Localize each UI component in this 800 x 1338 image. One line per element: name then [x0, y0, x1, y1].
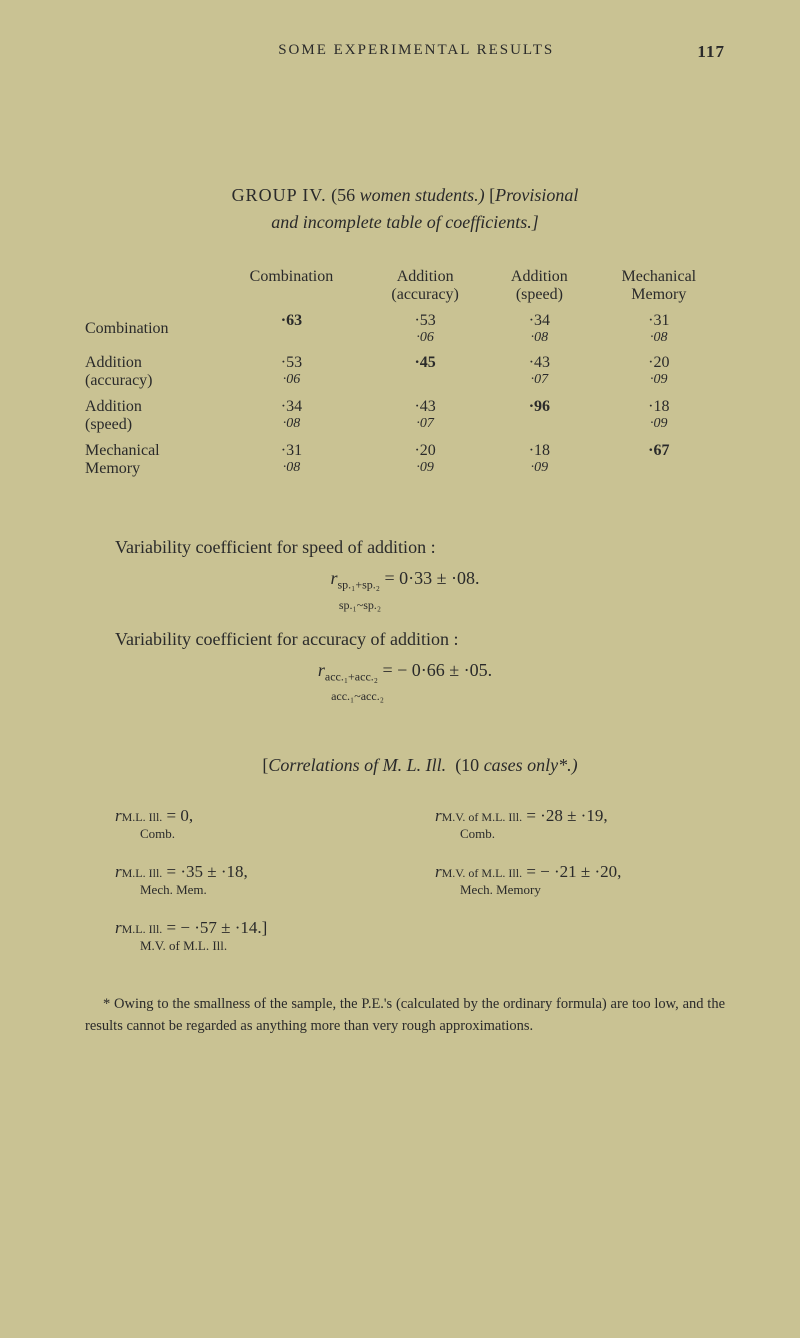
col-header: Addition(accuracy) [364, 264, 486, 308]
variability-speed-label: Variability coefficient for speed of add… [115, 537, 725, 558]
table-cell: ·20·09 [593, 350, 725, 394]
correlation-item: rM.L. Ill. = − ·57 ± ·14.]M.V. of M.L. I… [115, 918, 405, 954]
correlation-item: rM.L. Ill. = 0,Comb. [115, 806, 405, 842]
col-header-blank [85, 264, 219, 308]
running-header: SOME EXPERIMENTAL RESULTS 117 [85, 42, 725, 62]
correlations-grid: rM.L. Ill. = 0,Comb. rM.V. of M.L. Ill. =… [115, 806, 725, 954]
table-cell: ·96 [486, 394, 592, 438]
table-cell: ·43·07 [486, 350, 592, 394]
page-number: 117 [697, 42, 725, 62]
correlation-item: rM.V. of M.L. Ill. = − ·21 ± ·20,Mech. M… [435, 862, 725, 898]
variability-speed-formula: rsp.₁+sp.₂ = 0·33 ± ·08. sp.₁~sp.₂ [85, 568, 725, 614]
correlation-item: rM.L. Ill. = ·35 ± ·18,Mech. Mem. [115, 862, 405, 898]
table-cell: ·31·08 [219, 438, 364, 482]
table-row: Combination·63·53·06·34·08·31·08 [85, 308, 725, 350]
table-cell: ·45 [364, 350, 486, 394]
col-header: Addition(speed) [486, 264, 592, 308]
correlations-title: [Correlations of M. L. Ill. (10 cases on… [115, 755, 725, 776]
group-name: GROUP IV. [232, 185, 327, 205]
variability-section: Variability coefficient for speed of add… [85, 537, 725, 705]
row-label: Addition(speed) [85, 394, 219, 438]
footnote-text: * Owing to the smallness of the sample, … [85, 994, 725, 1038]
row-label: Combination [85, 308, 219, 350]
table-cell: ·20·09 [364, 438, 486, 482]
col-header: Combination [219, 264, 364, 308]
row-label: Addition(accuracy) [85, 350, 219, 394]
table-cell: ·43·07 [364, 394, 486, 438]
table-cell: ·31·08 [593, 308, 725, 350]
table-cell: ·53·06 [364, 308, 486, 350]
table-header-row: Combination Addition(accuracy) Addition(… [85, 264, 725, 308]
table-cell: ·34·08 [486, 308, 592, 350]
table-cell: ·18·09 [486, 438, 592, 482]
table-cell: ·67 [593, 438, 725, 482]
table-row: MechanicalMemory·31·08·20·09·18·09·67 [85, 438, 725, 482]
table-cell: ·34·08 [219, 394, 364, 438]
col-header: MechanicalMemory [593, 264, 725, 308]
coefficients-table: Combination Addition(accuracy) Addition(… [85, 264, 725, 482]
variability-acc-formula: racc.₁+acc.₂ = − 0·66 ± ·05. acc.₁~acc.₂ [85, 660, 725, 706]
table-cell: ·63 [219, 308, 364, 350]
table-cell: ·18·09 [593, 394, 725, 438]
running-title: SOME EXPERIMENTAL RESULTS [278, 42, 554, 62]
variability-acc-label: Variability coefficient for accuracy of … [115, 629, 725, 650]
table-row: Addition(speed)·34·08·43·07·96·18·09 [85, 394, 725, 438]
section-title: GROUP IV. (56 women students.) [Provisio… [85, 182, 725, 236]
row-label: MechanicalMemory [85, 438, 219, 482]
table-row: Addition(accuracy)·53·06·45·43·07·20·09 [85, 350, 725, 394]
table-cell: ·53·06 [219, 350, 364, 394]
correlation-item: rM.V. of M.L. Ill. = ·28 ± ·19,Comb. [435, 806, 725, 842]
